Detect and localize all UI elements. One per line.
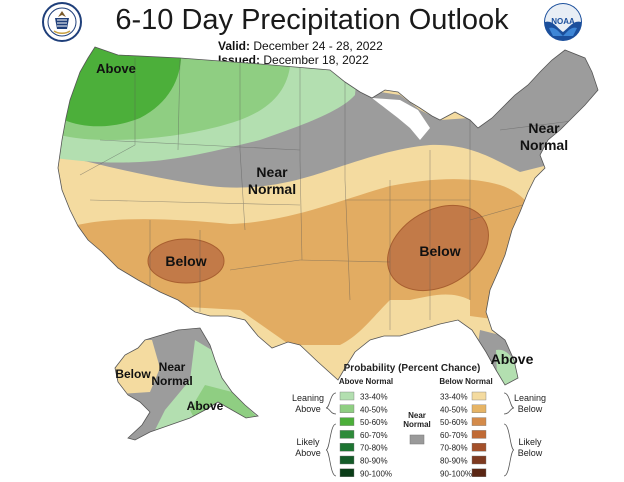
label-alaska-near-normal-1: Near [159, 360, 186, 374]
legend-above-swatch [339, 443, 355, 452]
brace-likely-above [325, 423, 337, 477]
legend-above-header: Above Normal [339, 377, 393, 386]
page-title: 6-10 Day Precipitation Outlook [115, 4, 509, 36]
label-alaska-near-normal-2: Normal [151, 374, 192, 388]
legend-below-swatch [471, 417, 487, 426]
legend-below-swatch [471, 455, 487, 465]
legend-leaning-below-2: Below [518, 404, 543, 414]
noaa-logo-icon: NOAA [544, 3, 582, 41]
great-lakes [372, 98, 430, 140]
brace-leaning-above [325, 392, 337, 415]
legend-below-range: 70-80% [440, 444, 468, 453]
legend-likely-below-1: Likely [518, 437, 542, 447]
legend-above-swatch [339, 404, 355, 413]
legend-above-range: 60-70% [360, 431, 388, 440]
alaska-outline [114, 327, 259, 441]
conus-outline [57, 46, 599, 386]
legend-near-normal-swatch [409, 434, 425, 445]
legend: Probability (Percent Chance) Above Norma… [292, 363, 546, 478]
label-near-normal-central-2: Normal [248, 181, 296, 197]
legend-above-swatch [339, 455, 355, 465]
label-near-normal-northeast-1: Near [528, 120, 560, 136]
legend-below-swatch [471, 404, 487, 413]
legend-above-range: 40-50% [360, 405, 388, 414]
legend-above-range: 33-40% [360, 393, 388, 402]
legend-below-swatch [471, 391, 487, 401]
noaa-logo-text: NOAA [551, 17, 575, 26]
fl-above-area [496, 349, 520, 385]
legend-rows: 33-40% 33-40% 40-50% 40-50% 50-60% 50-60% 60-7… [339, 391, 487, 478]
legend-above-range: 50-60% [360, 418, 388, 427]
legend-above-swatch [339, 468, 355, 477]
legend-above-range: 80-90% [360, 457, 388, 466]
valid-dates: Valid: December 24 - 28, 2022 [218, 39, 383, 53]
label-above-florida: Above [491, 351, 534, 367]
brace-likely-below [503, 423, 515, 477]
legend-below-range: 50-60% [440, 418, 468, 427]
below-50-60-southeast [387, 204, 489, 292]
legend-below-swatch [471, 443, 487, 452]
label-near-normal-northeast-2: Normal [520, 137, 568, 153]
state-borders [79, 58, 581, 330]
label-above-northwest: Above [96, 61, 136, 76]
brace-leaning-below [503, 392, 515, 415]
legend-below-range: 60-70% [440, 431, 468, 440]
legend-leaning-above-2: Above [295, 404, 321, 414]
legend-near-normal-2: Normal [403, 420, 431, 429]
legend-leaning-below-1: Leaning [514, 393, 546, 403]
legend-above-swatch [339, 391, 355, 401]
legend-leaning-above-1: Leaning [292, 393, 324, 403]
conus-shading [58, 47, 598, 385]
legend-likely-below-2: Below [518, 448, 543, 458]
legend-below-range: 33-40% [440, 393, 468, 402]
legend-below-range: 80-90% [440, 457, 468, 466]
legend-likely-above-2: Above [295, 448, 321, 458]
label-below-southeast: Below [419, 243, 460, 259]
legend-title: Probability (Percent Chance) [344, 363, 481, 374]
valid-value: December 24 - 28, 2022 [253, 39, 383, 53]
below-50-60-southwest [147, 238, 225, 284]
label-near-normal-central-1: Near [256, 164, 288, 180]
label-alaska-above: Above [187, 399, 224, 413]
issued-value: December 18, 2022 [263, 53, 369, 67]
legend-above-swatch [339, 430, 355, 439]
legend-above-range: 70-80% [360, 444, 388, 453]
legend-below-header: Below Normal [439, 377, 492, 386]
legend-above-swatch [339, 417, 355, 426]
valid-label: Valid: [218, 39, 251, 53]
legend-above-range: 90-100% [360, 469, 392, 478]
legend-likely-above-1: Likely [296, 437, 320, 447]
legend-below-range: 40-50% [440, 405, 468, 414]
legend-below-range: 90-100% [440, 469, 472, 478]
commerce-seal-icon [42, 2, 82, 42]
label-alaska-below: Below [115, 367, 151, 381]
legend-near-normal-1: Near [408, 411, 426, 420]
label-below-southwest: Below [165, 253, 206, 269]
legend-below-swatch [471, 430, 487, 439]
legend-below-swatch [471, 468, 487, 477]
